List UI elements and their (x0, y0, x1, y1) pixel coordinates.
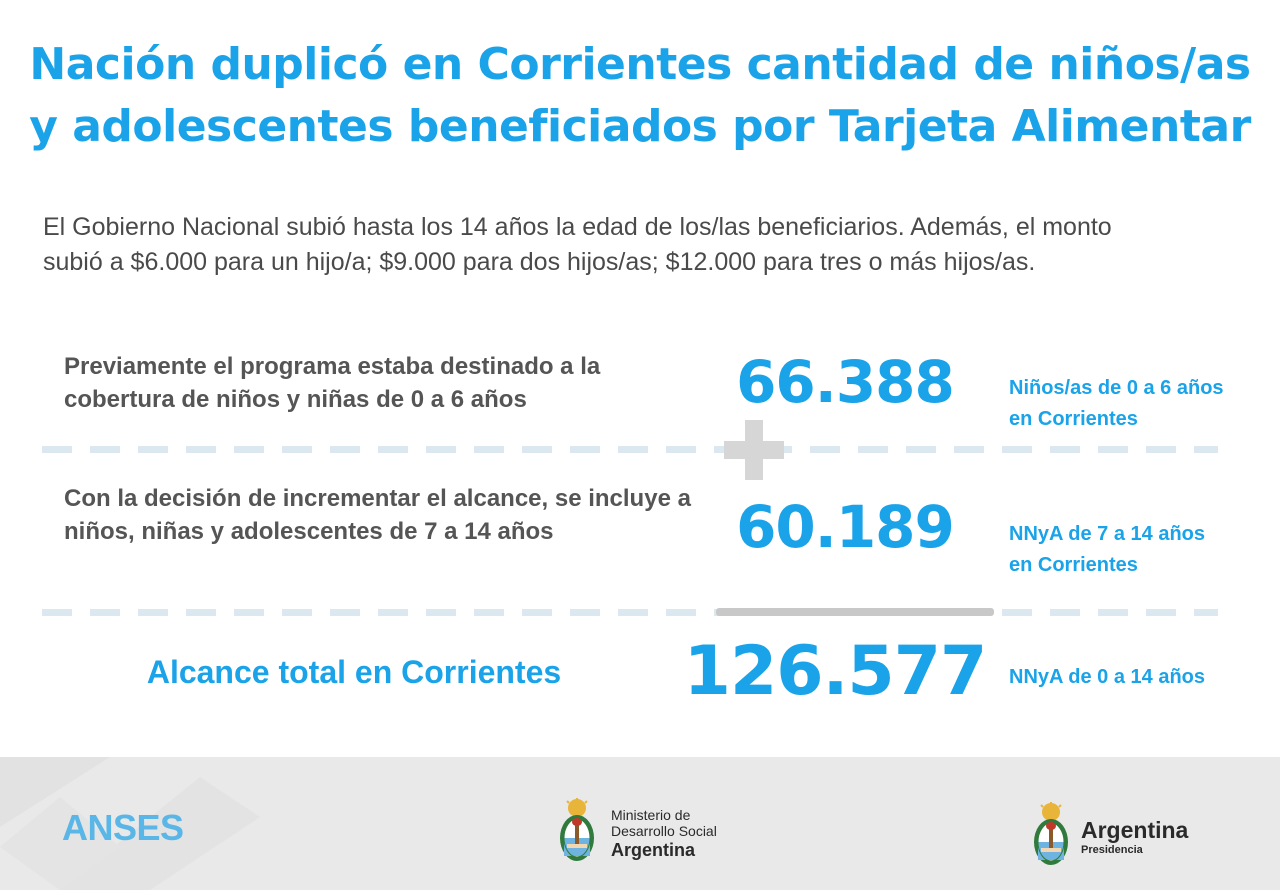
presidencia-line-2: Presidencia (1081, 844, 1143, 856)
presidencia-logo-text: Argentina Presidencia (1081, 817, 1188, 857)
total-unit-label: NNyA de 0 a 14 años (1009, 666, 1206, 688)
plus-icon-vertical (745, 420, 763, 480)
argentina-coat-of-arms-icon (560, 798, 594, 861)
row-2-label-line-2: en Corrientes (1009, 554, 1138, 576)
row-1-value: 66.388 (736, 348, 955, 416)
page-subtitle: El Gobierno Nacional subió hasta los 14 … (43, 210, 1253, 280)
divider-dashed-2 (42, 609, 1218, 616)
footer: ANSES Ministerio de Desarrollo Social Ar… (0, 757, 1280, 890)
page-title: Nación duplicó en Corrientes cantidad de… (0, 34, 1280, 158)
sum-line (716, 608, 994, 616)
total-value: 126.577 (683, 632, 988, 711)
ministry-line-3: Argentina (611, 840, 696, 860)
row-2-value: 60.189 (736, 493, 955, 561)
row-1-label-line-1: Niños/as de 0 a 6 años (1009, 377, 1224, 399)
subtitle-line-1: El Gobierno Nacional subió hasta los 14 … (43, 213, 1112, 241)
row-2-label: NNyA de 7 a 14 años en Corrientes (1009, 519, 1269, 581)
row-1-label: Niños/as de 0 a 6 años en Corrientes (1009, 373, 1269, 435)
subtitle-line-2: subió a $6.000 para un hijo/a; $9.000 pa… (43, 248, 1036, 276)
anses-logo: ANSES (62, 807, 184, 848)
row-2-label-line-1: NNyA de 7 a 14 años (1009, 523, 1206, 545)
ministry-line-1: Ministerio de (611, 807, 691, 823)
footer-decoration (0, 757, 260, 890)
divider-dashed-1 (42, 446, 1218, 453)
total-label: Alcance total en Corrientes (146, 654, 562, 690)
presidencia-line-1: Argentina (1081, 817, 1189, 843)
title-line-2: y adolescentes beneficiados por Tarjeta … (29, 101, 1251, 152)
ministry-line-2: Desarrollo Social (611, 823, 717, 839)
argentina-coat-of-arms-icon (1034, 802, 1068, 865)
row-1-label-line-2: en Corrientes (1009, 408, 1138, 430)
ministry-logo-text: Ministerio de Desarrollo Social Argentin… (611, 807, 717, 861)
title-line-1: Nación duplicó en Corrientes cantidad de… (29, 39, 1251, 90)
row-1-description: Previamente el programa estaba destinado… (64, 353, 601, 413)
row-2-description: Con la decisión de incrementar el alcanc… (64, 485, 691, 545)
